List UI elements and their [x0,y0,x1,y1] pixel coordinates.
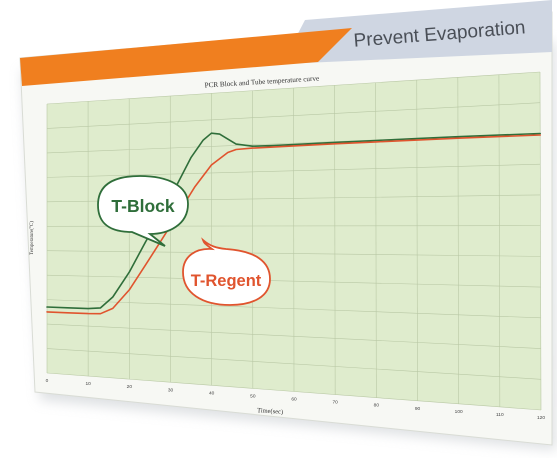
t-block-label: T-Block [111,196,174,216]
x-tick-label: 0 [46,378,49,384]
x-tick-label: 30 [168,387,174,393]
y-axis-label: Temperature(°C) [30,221,35,255]
x-tick-label: 110 [496,412,504,418]
x-tick-label: 90 [415,406,421,412]
x-tick-label: 60 [291,397,297,403]
x-tick-label: 100 [455,409,463,415]
x-tick-label: 70 [332,400,338,406]
x-tick-label: 50 [250,393,256,399]
x-tick-label: 20 [127,384,133,390]
t-regent-label: T-Regent [191,272,262,290]
x-tick-label: 80 [374,403,380,409]
x-tick-label: 120 [537,415,545,421]
x-tick-label: 40 [209,390,215,396]
x-tick-label: 10 [85,381,91,387]
